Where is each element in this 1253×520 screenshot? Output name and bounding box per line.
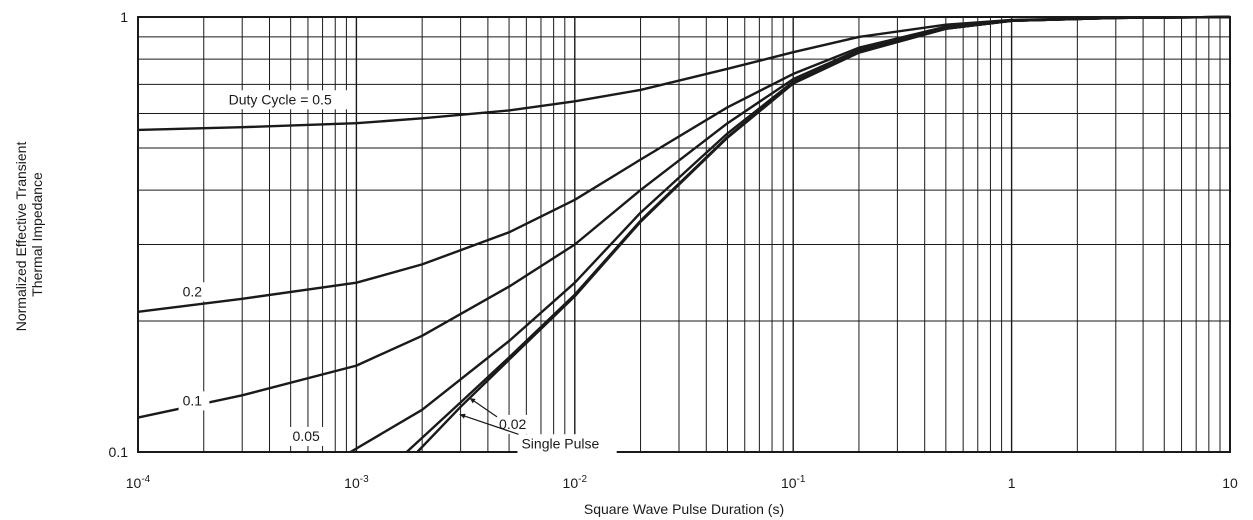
x-tick-label: 10 (1222, 475, 1238, 491)
x-tick-label: 10-2 (563, 474, 588, 491)
curve-label-4: 0.02 (499, 416, 526, 432)
y-tick-label: 1 (120, 9, 128, 25)
curve-label-halo (288, 426, 327, 446)
curve-label-2: 0.1 (183, 392, 203, 408)
x-axis-label: Square Wave Pulse Duration (s) (584, 501, 784, 517)
x-tick-exponent: -3 (360, 474, 369, 485)
curves (137, 15, 1231, 454)
series-line-5 (416, 15, 1231, 453)
arrow-0-02-shaft (469, 397, 498, 418)
x-tick-base: 10 (563, 475, 579, 491)
y-axis-ticks: 0.11 (109, 9, 129, 460)
x-tick-exponent: -1 (797, 474, 806, 485)
x-tick-base: 10 (126, 475, 142, 491)
curve-label-1: 0.2 (183, 283, 203, 299)
x-tick-label: 10-4 (126, 474, 151, 491)
curve-label-halo (224, 90, 355, 110)
arrow-single-pulse-head (459, 413, 466, 419)
x-tick-base: 10 (344, 475, 360, 491)
arrow-0-02-head (469, 398, 476, 404)
curve-label-3: 0.05 (293, 428, 320, 444)
x-tick-base: 10 (781, 475, 797, 491)
x-axis-ticks: 10-4 10-3 10-2 10-1 1 10 (126, 474, 1238, 491)
arrow-single-pulse-shaft (459, 413, 519, 435)
curve-labels: Duty Cycle = 0.5 0.2 0.1 0.05 0.02 Single Pul… (178, 90, 617, 454)
x-tick-label: 1 (1008, 475, 1016, 491)
curve-label-5: Single Pulse (521, 435, 599, 451)
x-tick-exponent: -4 (141, 474, 150, 485)
x-tick-exponent: -2 (578, 474, 587, 485)
plot-frame (137, 16, 1231, 453)
curve-label-halo (178, 391, 210, 411)
curve-label-halo (517, 434, 617, 454)
y-axis-label: Normalized Effective Transient Thermal I… (13, 138, 45, 332)
y-tick-label: 0.1 (109, 444, 129, 460)
plot-grid (137, 17, 1230, 453)
y-axis-label-line-2: Thermal Impedance (29, 172, 45, 297)
x-tick-label: 10-1 (781, 474, 806, 491)
x-tick-label: 10-3 (344, 474, 369, 491)
label-arrows (459, 397, 519, 435)
curve-label-halo (178, 282, 210, 302)
y-axis-label-line-1: Normalized Effective Transient (13, 142, 29, 332)
curve-label-0: Duty Cycle = 0.5 (229, 91, 332, 107)
